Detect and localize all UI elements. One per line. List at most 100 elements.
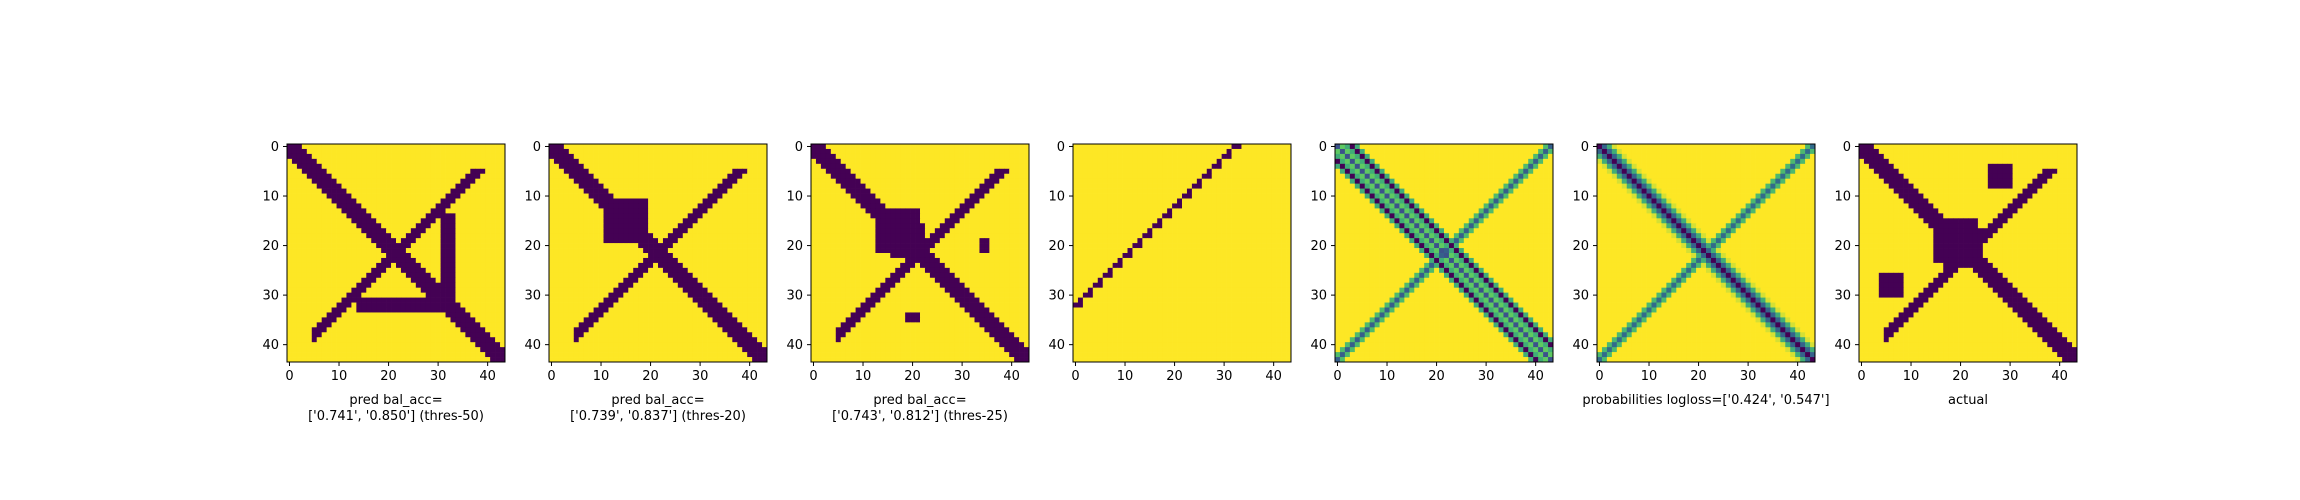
- heatmap-cell: [846, 203, 851, 208]
- heatmap-cell: [737, 283, 742, 288]
- heatmap-cell: [371, 273, 376, 278]
- heatmap-cell: [861, 213, 866, 218]
- heatmap-cell: [327, 258, 332, 263]
- heatmap-cell: [292, 347, 297, 352]
- heatmap-cell: [742, 268, 747, 273]
- y-tick-label: 20: [262, 239, 279, 254]
- heatmap-cell: [826, 223, 831, 228]
- heatmap-cell: [426, 203, 431, 208]
- heatmap-cell: [391, 243, 396, 248]
- heatmap-cell: [460, 208, 465, 213]
- heatmap-cell: [554, 327, 559, 332]
- heatmap-cell: [346, 238, 351, 243]
- heatmap-cell: [623, 179, 628, 184]
- heatmap-cell: [653, 303, 658, 308]
- heatmap-cell: [930, 154, 935, 159]
- heatmap-cell: [317, 278, 322, 283]
- heatmap-cell: [351, 298, 356, 303]
- heatmap-cell: [841, 159, 846, 164]
- heatmap-cell: [549, 194, 554, 199]
- heatmap-cell: [846, 154, 851, 159]
- heatmap-cell: [426, 243, 431, 248]
- heatmap-cell: [584, 248, 589, 253]
- heatmap-cell: [717, 154, 722, 159]
- heatmap-cell: [297, 283, 302, 288]
- heatmap-cell: [648, 174, 653, 179]
- heatmap-cell: [910, 248, 915, 253]
- heatmap-cell: [935, 154, 940, 159]
- heatmap-cell: [618, 283, 623, 288]
- heatmap-cell: [920, 174, 925, 179]
- heatmap-cell: [426, 273, 431, 278]
- heatmap-cell: [950, 149, 955, 154]
- heatmap-cell: [317, 194, 322, 199]
- heatmap-cell: [638, 218, 643, 223]
- heatmap-cell: [381, 174, 386, 179]
- heatmap-cell: [811, 149, 816, 154]
- heatmap-cell: [678, 243, 683, 248]
- heatmap-cell: [999, 184, 1004, 189]
- heatmap-cell: [698, 303, 703, 308]
- heatmap-cell: [594, 233, 599, 238]
- x-tick-label: 10: [593, 369, 610, 384]
- heatmap-cell: [342, 233, 347, 238]
- heatmap-cell: [470, 258, 475, 263]
- heatmap-cell: [703, 312, 708, 317]
- heatmap-cell: [406, 154, 411, 159]
- heatmap-cell: [574, 298, 579, 303]
- heatmap-cell: [421, 308, 426, 313]
- heatmap-cell: [421, 218, 426, 223]
- heatmap-cell: [421, 347, 426, 352]
- heatmap-cell: [910, 179, 915, 184]
- heatmap-cell: [594, 208, 599, 213]
- heatmap-cell: [312, 144, 317, 149]
- heatmap-cell: [431, 298, 436, 303]
- heatmap-cell: [737, 154, 742, 159]
- heatmap-cell: [732, 154, 737, 159]
- heatmap-cell: [436, 308, 441, 313]
- heatmap-cell: [332, 337, 337, 342]
- heatmap-cell: [905, 194, 910, 199]
- heatmap-cell: [663, 293, 668, 298]
- heatmap-cell: [302, 159, 307, 164]
- heatmap-cell: [678, 184, 683, 189]
- heatmap-cell: [1014, 253, 1019, 258]
- heatmap-cell: [643, 263, 648, 268]
- heatmap-cell: [900, 169, 905, 174]
- heatmap-cell: [376, 169, 381, 174]
- heatmap-cell: [604, 317, 609, 322]
- heatmap-cell: [678, 273, 683, 278]
- y-tick-label: 20: [524, 239, 541, 254]
- heatmap-cell: [287, 352, 292, 357]
- heatmap-cell: [663, 184, 668, 189]
- heatmap-cell: [490, 144, 495, 149]
- heatmap-cell: [287, 154, 292, 159]
- heatmap-cell: [421, 228, 426, 233]
- heatmap-cell: [441, 298, 446, 303]
- heatmap-cell: [732, 184, 737, 189]
- heatmap-cell: [999, 243, 1004, 248]
- heatmap-cell: [678, 268, 683, 273]
- heatmap-cell: [935, 208, 940, 213]
- heatmap-cell: [346, 293, 351, 298]
- heatmap-cell: [455, 243, 460, 248]
- heatmap-cell: [851, 258, 856, 263]
- heatmap-cell: [322, 268, 327, 273]
- heatmap-cell: [737, 218, 742, 223]
- heatmap-cell: [861, 223, 866, 228]
- heatmap-cell: [455, 189, 460, 194]
- heatmap-cell: [732, 298, 737, 303]
- heatmap-cell: [366, 322, 371, 327]
- heatmap-cell: [708, 248, 713, 253]
- heatmap-cell: [658, 179, 663, 184]
- heatmap-cell: [346, 223, 351, 228]
- heatmap-cell: [688, 174, 693, 179]
- heatmap-cell: [346, 278, 351, 283]
- heatmap-cell: [668, 228, 673, 233]
- heatmap-cell: [875, 144, 880, 149]
- heatmap-cell: [589, 342, 594, 347]
- heatmap-cell: [307, 337, 312, 342]
- heatmap-cell: [604, 159, 609, 164]
- heatmap-cell: [683, 258, 688, 263]
- heatmap-cell: [287, 342, 292, 347]
